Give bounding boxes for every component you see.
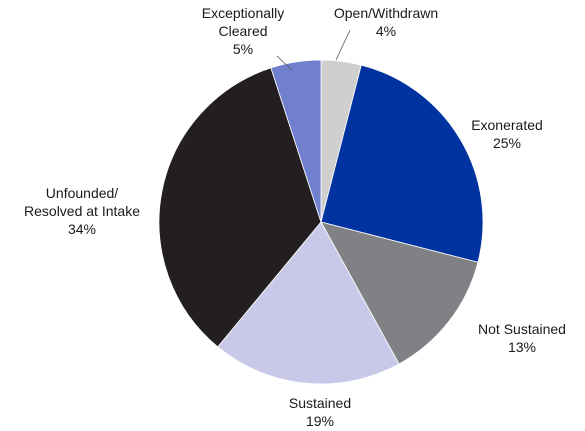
slice-label-exonerated: Exonerated 25% xyxy=(471,117,543,151)
pie-slice-exonerated xyxy=(320,64,484,263)
pie-slice-not-sustained xyxy=(320,221,479,365)
pie-slice-exceptionally-cleared xyxy=(270,59,322,223)
pie-slice-unfounded-resolved-at-intake xyxy=(158,67,322,348)
pie-slice-sustained xyxy=(217,221,400,385)
leader-line xyxy=(276,55,293,71)
slice-label-unfounded-resolved-at-intake: Unfounded/Resolved at Intake 34% xyxy=(24,185,140,237)
leader-line xyxy=(335,29,351,61)
slice-label-not-sustained: Not Sustained 13% xyxy=(478,321,566,355)
slice-label-exceptionally-cleared: Exceptionally Cleared 5% xyxy=(202,5,285,57)
slice-label-sustained: Sustained 19% xyxy=(289,395,351,429)
slice-label-open-withdrawn: Open/Withdrawn 4% xyxy=(334,5,438,39)
